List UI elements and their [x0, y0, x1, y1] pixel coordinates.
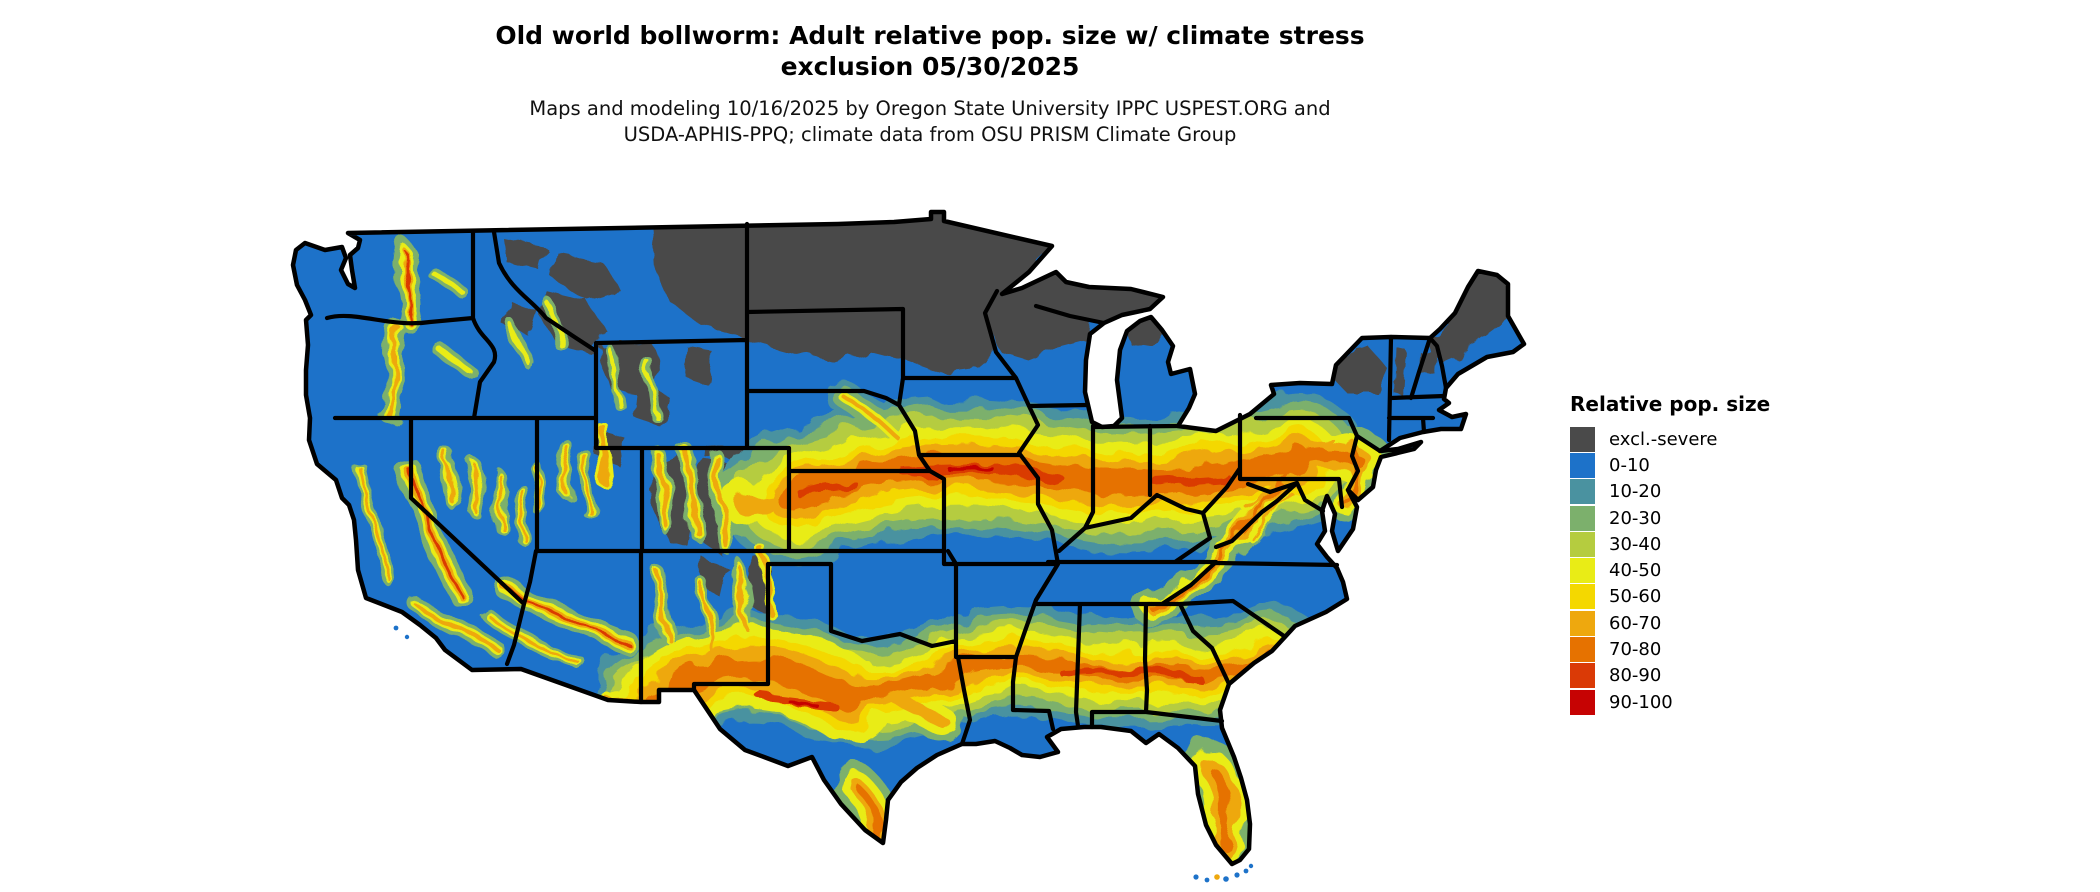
legend-item: 20-30 — [1570, 505, 1830, 531]
legend-item-label: 80-90 — [1609, 665, 1662, 687]
legend-item: excl.-severe — [1570, 426, 1830, 452]
legend-item: 60-70 — [1570, 610, 1830, 636]
heat-layer-90-100 — [786, 467, 994, 703]
florida-keys — [393, 625, 1254, 883]
map-title-line1: Old world bollworm: Adult relative pop. … — [495, 21, 1365, 50]
map-subtitle-line1: Maps and modeling 10/16/2025 by Oregon S… — [529, 97, 1331, 120]
legend-item: 80-90 — [1570, 663, 1830, 689]
legend-item-label: 0-10 — [1609, 454, 1650, 476]
legend-swatch-icon — [1570, 426, 1595, 452]
legend-item: 40-50 — [1570, 557, 1830, 584]
legend-item: 50-60 — [1570, 584, 1830, 610]
legend-swatch-icon — [1570, 689, 1595, 715]
legend-swatch-icon — [1570, 531, 1595, 557]
legend-item-label: 10-20 — [1609, 481, 1662, 503]
legend-swatch-icon — [1570, 505, 1595, 531]
legend-swatch-icon — [1570, 584, 1595, 610]
legend-items: excl.-severe 0-10 10-20 20-30 30-40 40-50 50-6… — [1570, 426, 1830, 715]
heat-layer-80-90 — [402, 250, 1229, 708]
legend-item: 30-40 — [1570, 531, 1830, 557]
map-subtitle: Maps and modeling 10/16/2025 by Oregon S… — [230, 96, 1630, 148]
legend-item-label: excl.-severe — [1609, 428, 1718, 450]
legend-swatch-icon — [1570, 558, 1595, 584]
legend-item: 10-20 — [1570, 479, 1830, 505]
state-borders — [324, 221, 1449, 747]
legend-item-label: 60-70 — [1609, 612, 1662, 634]
legend-item-label: 40-50 — [1609, 560, 1662, 582]
legend-item-label: 30-40 — [1609, 533, 1662, 555]
legend-item-label: 90-100 — [1609, 691, 1673, 713]
legend-title: Relative pop. size — [1570, 392, 1771, 416]
us-outline — [290, 209, 1527, 867]
legend-item-label: 50-60 — [1609, 586, 1662, 608]
map-subtitle-line2: USDA-APHIS-PPQ; climate data from OSU PR… — [623, 123, 1237, 146]
legend-item-label: 70-80 — [1609, 639, 1662, 661]
legend-swatch-icon — [1570, 479, 1595, 505]
legend-item: 0-10 — [1570, 452, 1830, 478]
legend-item-label: 20-30 — [1609, 507, 1662, 529]
legend-item: 90-100 — [1570, 689, 1830, 715]
legend-swatch-icon — [1570, 452, 1595, 478]
map-title-line2: exclusion 05/30/2025 — [780, 52, 1080, 81]
legend-swatch-icon — [1570, 663, 1595, 689]
legend-item: 70-80 — [1570, 636, 1830, 663]
legend-swatch-icon — [1570, 637, 1595, 663]
legend: Relative pop. size excl.-severe 0-10 10-20… — [1570, 392, 1830, 715]
legend-swatch-icon — [1570, 610, 1595, 636]
map-heat-bands — [355, 241, 1392, 864]
header: Old world bollworm: Adult relative pop. … — [230, 20, 1630, 148]
